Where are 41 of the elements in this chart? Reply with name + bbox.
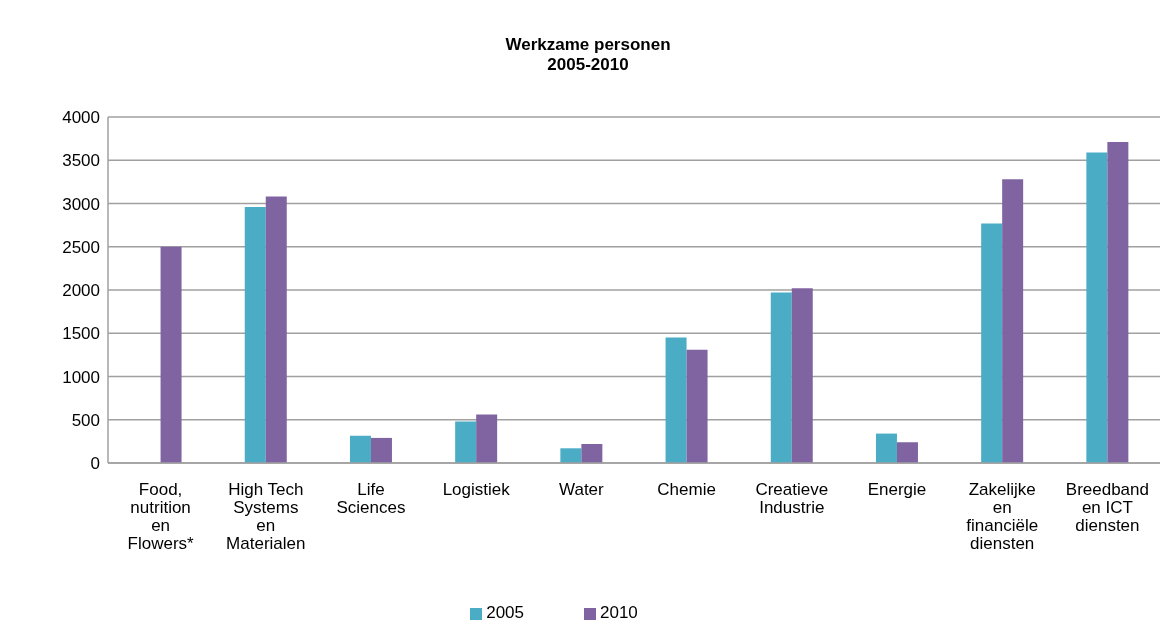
bar (1107, 142, 1129, 463)
y-tick-label: 3500 (62, 151, 100, 171)
x-tick-label: Creatieve Industrie (755, 480, 829, 517)
legend-label: 2010 (600, 603, 638, 622)
bar (981, 223, 1003, 463)
x-tick-label: Chemie (657, 480, 716, 499)
bar (370, 437, 392, 463)
bar (455, 421, 477, 463)
chart-title: Werkzame personen 2005-2010 (504, 35, 672, 75)
x-tick-label: Energie (867, 480, 927, 499)
bar (1002, 179, 1024, 463)
x-tick-label: Breedband en ICT diensten (1065, 480, 1149, 535)
legend-label: 2005 (486, 603, 524, 622)
bar (665, 337, 687, 463)
bar (896, 442, 918, 463)
bar (160, 246, 182, 463)
x-tick-label: Water (559, 480, 605, 499)
bar (875, 433, 897, 463)
bar (476, 414, 498, 463)
bar (581, 443, 603, 463)
bar (791, 288, 813, 463)
x-tick-label: Food, nutrition en Flowers* (127, 480, 195, 553)
y-tick-label: 2000 (62, 281, 100, 301)
x-tick-label: High Tech Systems en Materialen (226, 480, 306, 553)
x-tick-label: Life Sciences (336, 480, 406, 517)
y-tick-label: 0 (90, 454, 100, 474)
y-tick-label: 3000 (62, 194, 100, 214)
bar (770, 292, 792, 463)
bar (1086, 152, 1108, 463)
bar (560, 448, 582, 463)
y-tick-label: 1000 (62, 367, 100, 387)
bar (349, 435, 371, 463)
x-tick-label: Zakelijke en financiële diensten (966, 480, 1039, 553)
y-tick-label: 4000 (62, 108, 100, 128)
bar (265, 196, 287, 463)
y-tick-label: 1500 (62, 324, 100, 344)
bar (686, 349, 708, 463)
bar (244, 206, 266, 463)
y-tick-label: 2500 (62, 237, 100, 257)
y-tick-label: 500 (71, 410, 100, 430)
x-tick-label: Logistiek (442, 480, 511, 499)
